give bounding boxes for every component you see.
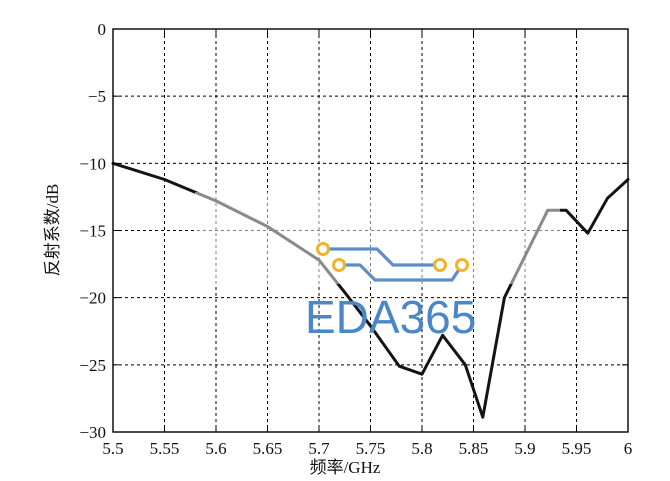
- circuit-trace-icon: [323, 247, 440, 267]
- tick-marks: [112, 28, 629, 433]
- x-tick-label: 5.65: [253, 439, 283, 458]
- grid: [113, 29, 628, 432]
- y-tick-label: −20: [79, 289, 106, 308]
- x-tick-label: 5.9: [514, 439, 535, 458]
- x-tick-label: 5.8: [411, 439, 432, 458]
- tick-labels: 5.5 5.55 5.6 5.65 5.7 5.75 5.8 5.85 5.9 5.95 6 0 −5 −…: [79, 20, 632, 458]
- x-axis-label: 频率/GHz: [310, 458, 381, 477]
- x-tick-label: 5.95: [562, 439, 592, 458]
- y-axis-label: 反射系数/dB: [43, 184, 62, 277]
- circuit-pad-icon: [332, 258, 346, 272]
- x-tick-label: 5.7: [308, 439, 330, 458]
- x-tick-label: 5.85: [459, 439, 489, 458]
- watermark-text: EDA365: [305, 291, 476, 343]
- y-tick-label: −30: [79, 423, 106, 442]
- circuit-trace-icon: [339, 263, 464, 282]
- x-tick-label: 6: [624, 439, 633, 458]
- x-tick-label: 5.55: [150, 439, 180, 458]
- x-tick-label: 5.6: [205, 439, 226, 458]
- eda365-logo: EDA365: [305, 242, 476, 343]
- circuit-pad-icon: [455, 258, 469, 272]
- watermark-haze: [195, 192, 560, 284]
- y-tick-label: −25: [79, 356, 106, 375]
- circuit-pad-icon: [316, 242, 330, 256]
- circuit-pad-icon: [433, 258, 447, 272]
- y-tick-label: −10: [79, 154, 106, 173]
- x-tick-label: 5.75: [356, 439, 386, 458]
- y-tick-label: −15: [79, 222, 106, 241]
- x-tick-label: 5.5: [102, 439, 123, 458]
- y-tick-label: 0: [98, 20, 107, 39]
- y-tick-label: −5: [88, 87, 106, 106]
